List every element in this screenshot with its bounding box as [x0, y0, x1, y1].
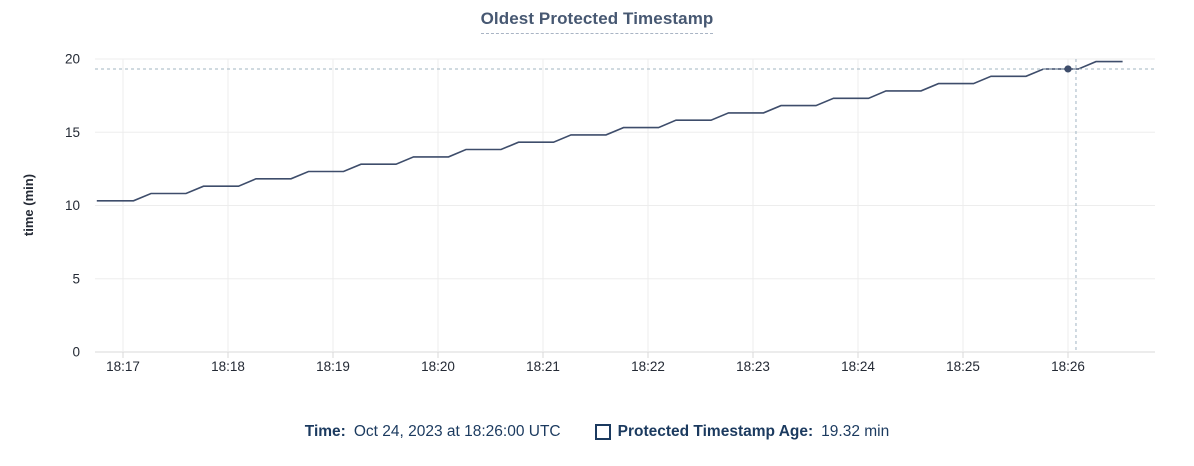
x-tick-label: 18:18	[211, 359, 245, 374]
x-gridlines	[122, 59, 1069, 358]
x-tick-label: 18:17	[106, 359, 140, 374]
x-tick-label: 18:23	[736, 359, 770, 374]
hover-legend: Time: Oct 24, 2023 at 18:26:00 UTC Prote…	[0, 419, 1194, 445]
x-axis-tick-labels: 18:17 18:18 18:19 18:20 18:21 18:22 18:23 18:24…	[106, 359, 1085, 374]
x-tick-label: 18:24	[841, 359, 875, 374]
time-value: Oct 24, 2023 at 18:26:00 UTC	[353, 423, 561, 440]
y-tick-label: 20	[65, 52, 80, 67]
series-toggle-checkbox[interactable]	[594, 424, 611, 440]
series-line-protected-timestamp-age	[96, 60, 1123, 202]
y-axis-title: time (min)	[21, 174, 36, 236]
y-tick-label: 10	[65, 198, 80, 213]
x-tick-label: 18:21	[526, 359, 560, 374]
y-tick-label: 15	[65, 125, 80, 140]
x-tick-label: 18:26	[1051, 359, 1085, 374]
chart-title-row: Oldest Protected Timestamp	[0, 9, 1194, 34]
series-label: Protected Timestamp Age:	[617, 423, 814, 440]
hover-crosshair	[95, 59, 1155, 352]
x-tick-label: 18:22	[631, 359, 665, 374]
series-value: 19.32 min	[821, 423, 890, 440]
x-tick-label: 18:20	[421, 359, 455, 374]
y-tick-label: 0	[72, 345, 80, 360]
hover-data-point	[1064, 65, 1072, 73]
chart-title: Oldest Protected Timestamp	[480, 9, 714, 34]
x-tick-label: 18:19	[316, 359, 350, 374]
y-gridlines	[95, 58, 1155, 353]
time-label: Time:	[304, 423, 346, 440]
y-axis-tick-labels: 0 5 10 15 20	[65, 52, 80, 360]
x-tick-label: 18:25	[946, 359, 980, 374]
y-tick-label: 5	[72, 271, 80, 286]
